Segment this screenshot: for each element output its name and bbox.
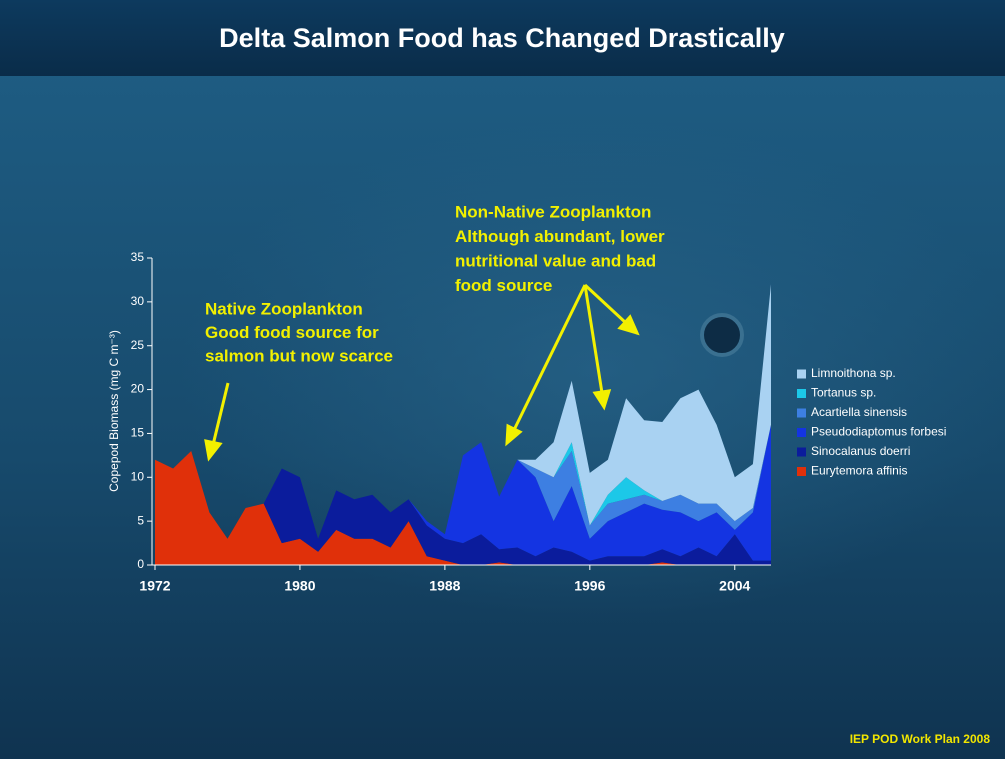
plot: 0 5 10 15 20 25 30 35 1972 1980 1988 1996 2004 Limnoi… [131, 250, 947, 594]
y-tick-label: 35 [131, 250, 145, 264]
x-tick-label: 1988 [429, 578, 460, 594]
legend-swatch [797, 428, 806, 437]
y-tick-label: 30 [131, 294, 145, 308]
arrow [512, 284, 587, 431]
legend-label: Sinocalanus doerri [811, 444, 910, 458]
chart-title: Delta Salmon Food has Changed Drasticall… [219, 23, 785, 53]
area [155, 424, 771, 539]
arrow [583, 284, 604, 394]
arrow-head [204, 439, 223, 462]
area [155, 451, 771, 565]
arrow-head [505, 423, 523, 447]
legend-swatch [797, 389, 806, 398]
x-tick-label: 1996 [574, 578, 605, 594]
area [155, 284, 771, 539]
y-tick-label: 10 [131, 469, 145, 483]
legend-label: Eurytemora affinis [811, 464, 908, 478]
area [155, 424, 771, 561]
legend-swatch [797, 467, 806, 476]
arrow-head [592, 389, 612, 411]
annotation: food source [455, 276, 552, 295]
fish-shape [180, 120, 1005, 620]
title-bar [0, 0, 1005, 76]
y-tick-label: 5 [137, 513, 144, 527]
legend-swatch [797, 447, 806, 457]
legend-label: Limnoithona sp. [811, 366, 896, 380]
legend-swatch [797, 369, 806, 379]
y-tick-label: 15 [131, 426, 145, 440]
annotation: salmon but now scarce [205, 346, 393, 365]
y-tick-label: 25 [131, 338, 145, 352]
arrow-head [617, 314, 640, 336]
legend-label: Pseudodiaptomus forbesi [811, 425, 946, 439]
arrow [583, 283, 628, 325]
legend-swatch [797, 408, 806, 418]
annotation: Although abundant, lower [455, 227, 665, 246]
annotation: Good food source for [205, 323, 379, 342]
x-tick-label: 2004 [719, 578, 750, 594]
legend-label: Acartiella sinensis [811, 405, 907, 419]
legend-label: Tortanus sp. [811, 386, 876, 400]
annotation: Non-Native Zooplankton [455, 202, 651, 221]
arrows [204, 283, 640, 462]
source-note: IEP POD Work Plan 2008 [850, 732, 991, 746]
arrow [211, 382, 230, 446]
y-tick-label: 0 [137, 557, 144, 571]
fish-eye [700, 313, 744, 357]
y-tick-label: 20 [131, 382, 145, 396]
x-tick-label: 1972 [139, 578, 170, 594]
area [155, 451, 771, 565]
annotation: nutritional value and bad [455, 251, 656, 270]
y-axis-label: Copepod Biomass (mg C m⁻³) [107, 330, 121, 492]
annotation: Native Zooplankton [205, 299, 363, 318]
x-tick-label: 1980 [284, 578, 315, 594]
